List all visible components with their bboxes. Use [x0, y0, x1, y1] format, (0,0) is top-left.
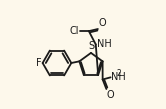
Text: Cl: Cl — [69, 26, 79, 36]
Text: S: S — [88, 41, 94, 51]
Text: O: O — [98, 19, 106, 28]
Text: 2: 2 — [116, 69, 121, 78]
Text: NH: NH — [97, 39, 112, 49]
Text: F: F — [36, 58, 41, 68]
Text: O: O — [107, 90, 115, 100]
Text: NH: NH — [111, 72, 126, 82]
